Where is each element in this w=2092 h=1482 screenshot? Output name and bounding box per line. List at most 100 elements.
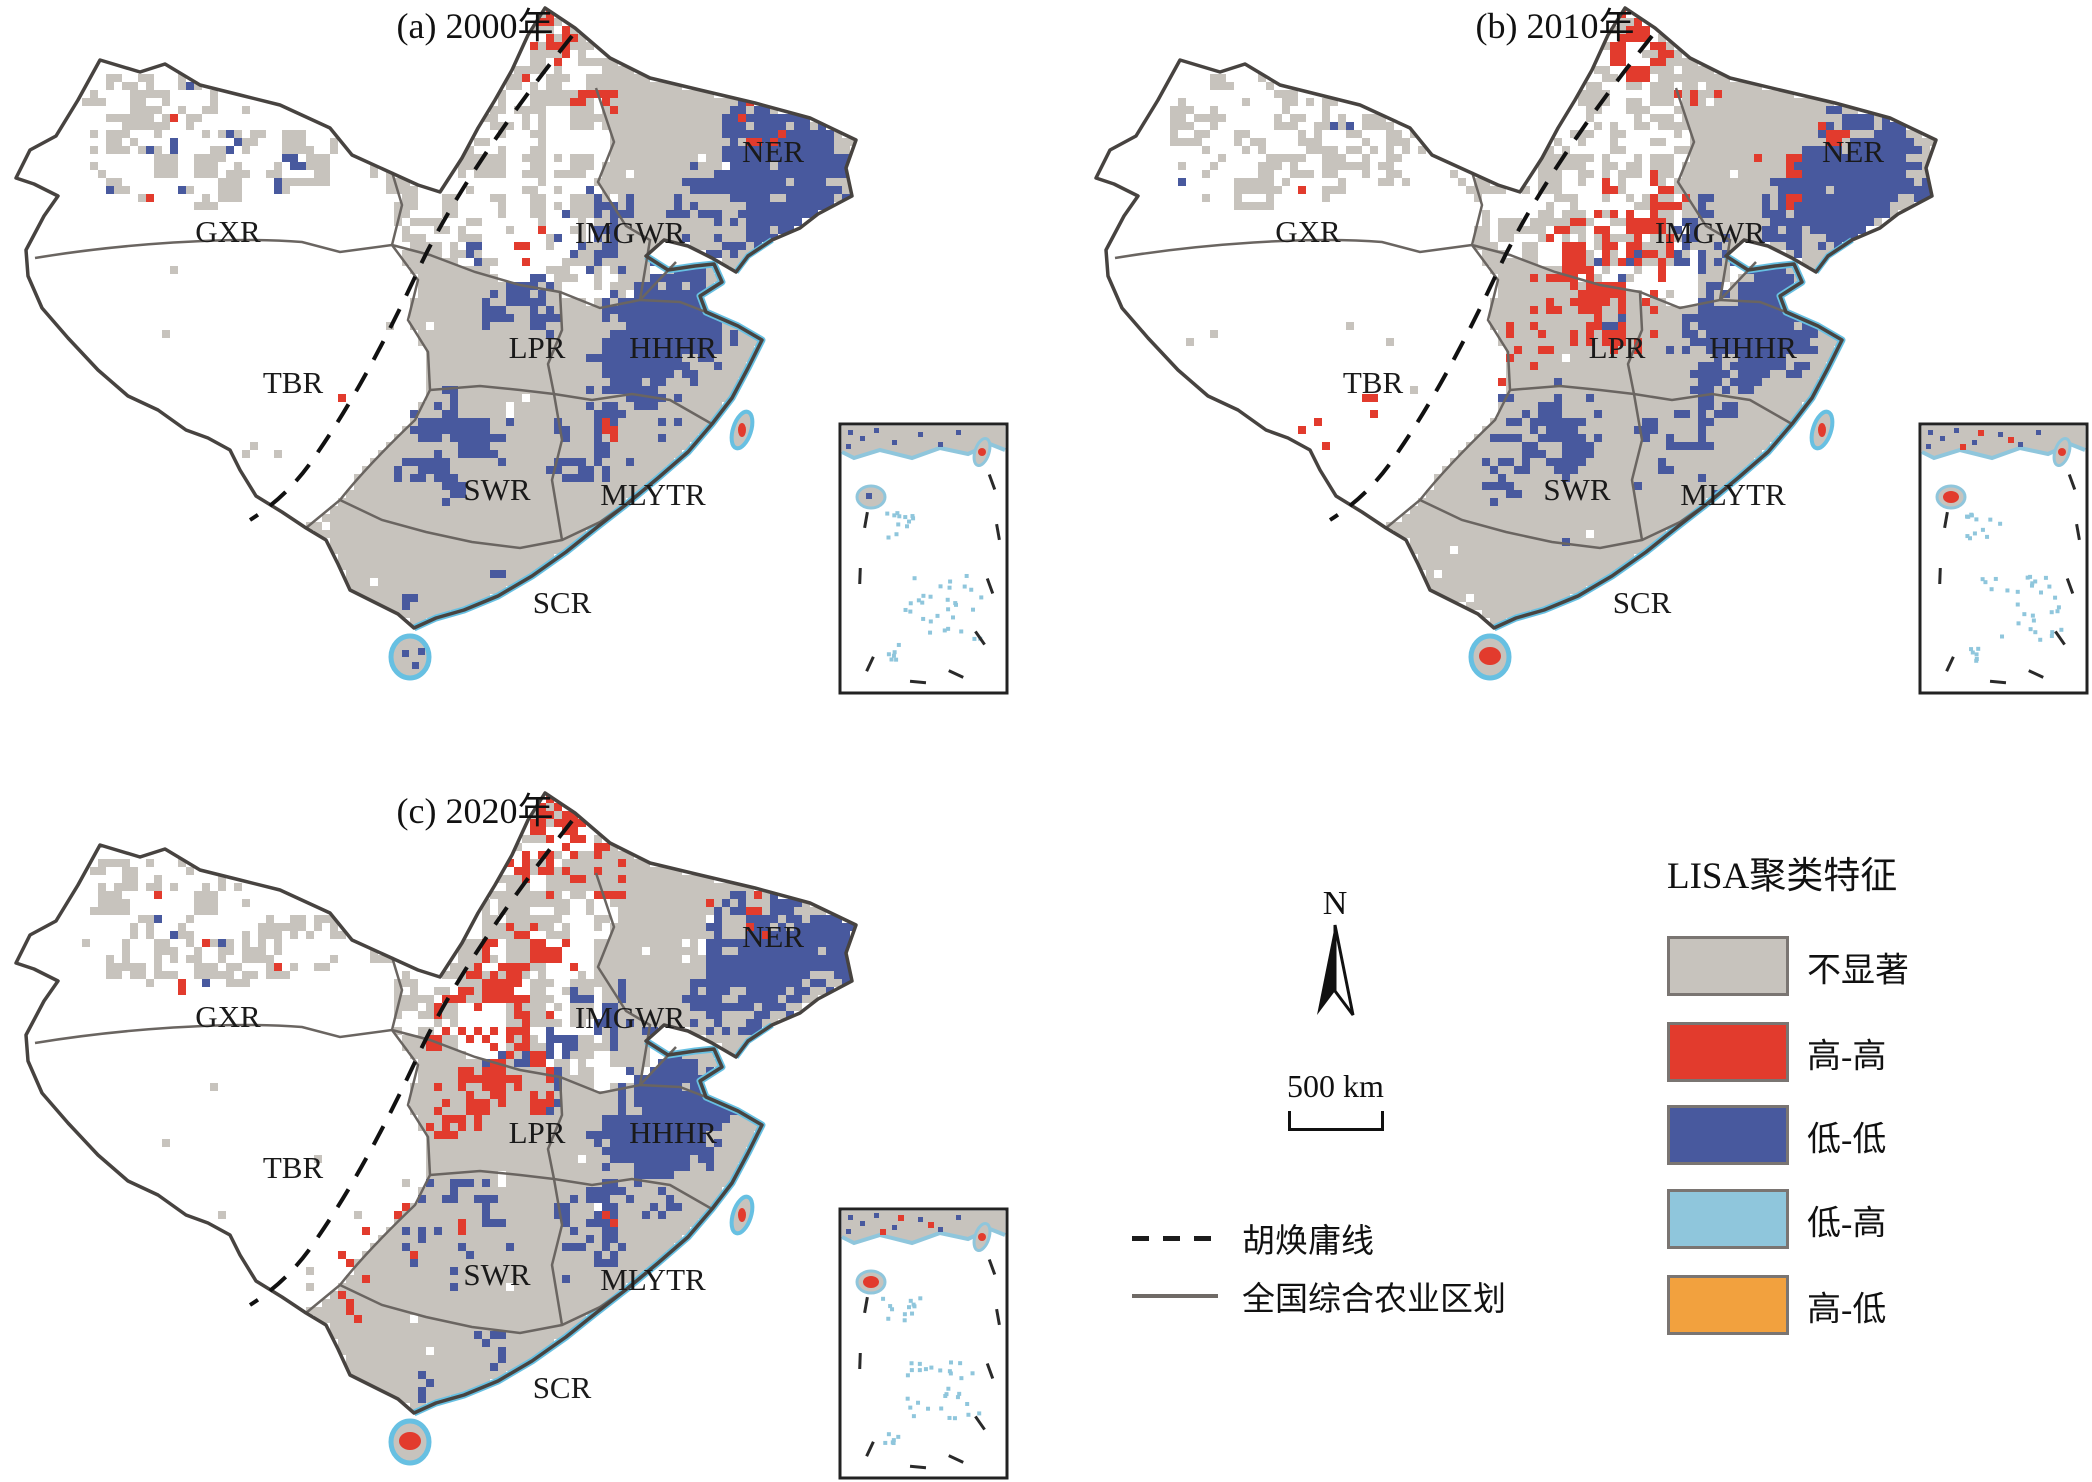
hainan-island bbox=[388, 633, 432, 681]
agri-region-border bbox=[34, 238, 393, 260]
china-map-2010: GXR TBR IMGWR NER LPR HHHR SWR MLYTR SCR bbox=[1094, 6, 2089, 695]
region-label-swr: SWR bbox=[463, 1257, 531, 1292]
region-label-swr: SWR bbox=[463, 472, 531, 507]
agri-region-border bbox=[550, 1178, 564, 1326]
agri-region-border bbox=[305, 244, 432, 529]
agri-region-border bbox=[1385, 244, 1512, 529]
region-label-scr: SCR bbox=[533, 585, 592, 620]
region-label-imgwr: IMGWR bbox=[1655, 215, 1766, 250]
high-low-swatch bbox=[1667, 1275, 1789, 1335]
low-high-label: 低-高 bbox=[1807, 1205, 1887, 1243]
scale-bar-bracket bbox=[1287, 1111, 1384, 1131]
south-china-sea-inset bbox=[838, 422, 1009, 695]
hu-huanyong-line bbox=[248, 34, 574, 522]
agri-region-border bbox=[1471, 243, 1757, 310]
agri-region-border bbox=[390, 956, 404, 1031]
agri-region-border bbox=[546, 1076, 564, 1180]
agri-region-border bbox=[391, 243, 677, 310]
region-label-hhhr: HHHR bbox=[1709, 330, 1797, 365]
agri-region-border bbox=[1630, 393, 1644, 541]
agri-region-border bbox=[429, 384, 555, 396]
region-label-gxr: GXR bbox=[195, 999, 261, 1034]
high-low-label: 高-低 bbox=[1807, 1291, 1887, 1329]
agri-region-border bbox=[553, 392, 713, 426]
agri-region-border bbox=[1470, 171, 1484, 246]
agri-region-border bbox=[429, 1169, 555, 1181]
agri-region-border bbox=[639, 1083, 707, 1099]
north-arrow: N bbox=[1295, 885, 1375, 1024]
legend-line-hu: 胡焕庸线 bbox=[1132, 1218, 1374, 1260]
low-high-swatch bbox=[1667, 1189, 1789, 1249]
agri-zoning-label: 全国综合农业区划 bbox=[1242, 1282, 1506, 1318]
agri-region-border bbox=[1114, 238, 1473, 260]
region-label-lpr: LPR bbox=[1589, 330, 1646, 365]
legend-title: LISA聚类特征 bbox=[1667, 856, 1898, 897]
not-significant-swatch bbox=[1667, 936, 1789, 996]
agri-region-border bbox=[546, 291, 564, 395]
scale-label: 500 km bbox=[1287, 1068, 1384, 1104]
region-label-imgwr: IMGWR bbox=[575, 1000, 686, 1035]
hu-line-sample bbox=[1132, 1235, 1218, 1241]
region-label-scr: SCR bbox=[533, 1370, 592, 1405]
panel-title-2010: (b) 2010年 bbox=[1475, 6, 1635, 46]
agri-region-border bbox=[594, 87, 652, 301]
region-label-lpr: LPR bbox=[509, 330, 566, 365]
region-label-ner: NER bbox=[742, 134, 804, 169]
china-outline bbox=[14, 791, 858, 1415]
region-label-mlytr: MLYTR bbox=[600, 1262, 706, 1297]
china-map-2020: GXR TBR IMGWR NER LPR HHHR SWR MLYTR SCR bbox=[14, 791, 1009, 1480]
agri-region-border bbox=[639, 298, 707, 314]
north-label: N bbox=[1322, 885, 1348, 922]
cluster-cells bbox=[1170, 10, 1936, 626]
hu-line-label: 胡焕庸线 bbox=[1242, 1224, 1374, 1260]
hu-huanyong-line bbox=[1328, 34, 1654, 522]
legend: N 500 km 胡焕庸线 全国综合农业区划 LISA聚类特征 不显著 高-高 bbox=[1080, 785, 2092, 1482]
high-high-label: 高-高 bbox=[1807, 1038, 1887, 1076]
map-panel-2000: GXR TBR IMGWR NER LPR HHHR SWR MLYTR SCR (a) 200… bbox=[0, 0, 1012, 741]
cluster-cells bbox=[82, 10, 856, 626]
agri-region-border bbox=[1509, 384, 1635, 396]
region-label-mlytr: MLYTR bbox=[600, 477, 706, 512]
low-low-label: 低-低 bbox=[1807, 1121, 1887, 1159]
region-label-imgwr: IMGWR bbox=[575, 215, 686, 250]
region-label-gxr: GXR bbox=[1275, 214, 1341, 249]
map-panel-2010: GXR TBR IMGWR NER LPR HHHR SWR MLYTR SCR (b) 201… bbox=[1080, 0, 2092, 741]
china-map-2000: GXR TBR IMGWR NER LPR HHHR SWR MLYTR SCR bbox=[14, 6, 1009, 695]
agri-region-border bbox=[1674, 87, 1732, 301]
region-label-tbr: TBR bbox=[263, 365, 324, 400]
region-label-ner: NER bbox=[1822, 134, 1884, 169]
region-label-hhhr: HHHR bbox=[629, 330, 717, 365]
agri-region-border bbox=[1419, 498, 1709, 550]
not-significant-label: 不显著 bbox=[1807, 952, 1909, 990]
cluster-cells bbox=[82, 795, 856, 1411]
agri-region-border bbox=[391, 1028, 677, 1095]
agri-zoning-line-sample bbox=[1132, 1294, 1218, 1298]
south-china-sea-inset bbox=[838, 1207, 1009, 1480]
agri-region-border bbox=[553, 1177, 713, 1211]
region-label-swr: SWR bbox=[1543, 472, 1611, 507]
region-label-hhhr: HHHR bbox=[629, 1115, 717, 1150]
map-panel-2020: GXR TBR IMGWR NER LPR HHHR SWR MLYTR SCR (c) 202… bbox=[0, 785, 1012, 1482]
region-label-gxr: GXR bbox=[195, 214, 261, 249]
agri-region-border bbox=[1633, 392, 1793, 426]
low-low-swatch bbox=[1667, 1105, 1789, 1165]
agri-region-border bbox=[339, 498, 629, 550]
panel-title-2000: (a) 2000年 bbox=[396, 6, 554, 46]
china-outline bbox=[1094, 6, 1938, 630]
agri-region-border bbox=[1626, 291, 1644, 395]
north-arrow-icon bbox=[1317, 924, 1355, 1016]
region-label-mlytr: MLYTR bbox=[1680, 477, 1786, 512]
region-label-tbr: TBR bbox=[263, 1150, 324, 1185]
south-china-sea-inset bbox=[1918, 422, 2089, 695]
china-outline bbox=[14, 6, 858, 630]
scale-bar: 500 km bbox=[1253, 1068, 1418, 1131]
legend-line-agri: 全国综合农业区划 bbox=[1132, 1276, 1506, 1318]
region-label-tbr: TBR bbox=[1343, 365, 1404, 400]
region-label-ner: NER bbox=[742, 919, 804, 954]
high-high-swatch bbox=[1667, 1022, 1789, 1082]
agri-region-border bbox=[339, 1283, 629, 1335]
panel-title-2020: (c) 2020年 bbox=[396, 791, 554, 831]
hu-huanyong-line bbox=[248, 819, 574, 1307]
agri-region-border bbox=[305, 1029, 432, 1314]
